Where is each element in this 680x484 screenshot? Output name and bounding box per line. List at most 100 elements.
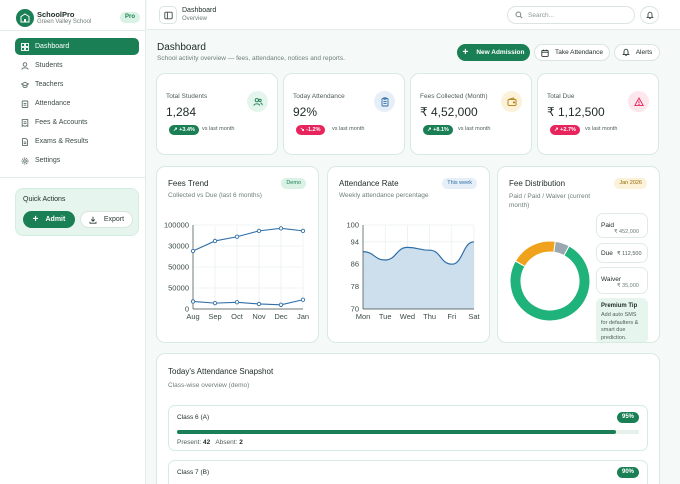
present-label: Present:: [177, 439, 202, 446]
plan-badge: Pro: [120, 12, 141, 23]
stat-card-total-due[interactable]: Total Due ₹ 1,12,500 ↗ +2.7% vs last mon…: [537, 73, 659, 155]
x-tick-label: Nov: [252, 312, 266, 321]
sidebar-item-teachers[interactable]: Teachers: [15, 76, 139, 93]
breadcrumb-subtitle: Overview: [182, 16, 208, 22]
change-value: +2.7%: [560, 127, 576, 133]
alerts-button[interactable]: Alerts: [614, 44, 660, 61]
x-tick-label: Tue: [379, 312, 392, 321]
x-tick-label: Oct: [231, 312, 244, 321]
change-value: +3.4%: [179, 127, 195, 133]
admit-button[interactable]: + Admit: [23, 211, 75, 228]
stat-card-total-students[interactable]: Total Students 1,284 ↗ +3.4% vs last mon…: [156, 73, 278, 155]
alert-triangle-icon: [628, 91, 649, 112]
change-badge: ↘ -1.2%: [296, 125, 325, 135]
user-icon: [21, 61, 29, 70]
series-line: [362, 241, 475, 265]
x-tick-label: Thu: [423, 312, 436, 321]
brand[interactable]: SchoolPro Green Valley School Pro: [16, 9, 141, 31]
fee-distribution-donut: [509, 240, 591, 322]
sidebar-item-dashboard[interactable]: Dashboard: [15, 38, 139, 55]
stat-label: Total Due: [547, 93, 575, 100]
demo-badge: Demo: [281, 178, 306, 189]
data-point: [300, 228, 306, 234]
legend-item-paid: Paid ₹ 452,000: [596, 213, 648, 238]
change-caption: vs last month: [585, 126, 618, 132]
sidebar-item-attendance[interactable]: Attendance: [15, 95, 139, 112]
data-point: [278, 226, 284, 231]
stat-value: 92%: [293, 105, 318, 119]
sidebar-item-fees[interactable]: Fees & Accounts: [15, 114, 139, 131]
sidebar-item-label: Fees & Accounts: [35, 119, 88, 126]
change-value: +8.1%: [433, 127, 449, 133]
export-button[interactable]: Export: [80, 211, 133, 228]
plus-icon: +: [32, 213, 39, 225]
fee-distribution-card: Fee Distribution Paid / Paid / Waiver (c…: [497, 166, 660, 343]
topbar: Dashboard Overview Search...: [147, 0, 680, 30]
y-tick-label: 78: [351, 282, 359, 291]
data-point: [190, 299, 196, 304]
y-tick-label: 100000: [164, 221, 189, 230]
notifications-button[interactable]: [640, 6, 659, 24]
sidebar: SchoolPro Green Valley School Pro Dashbo…: [0, 0, 146, 484]
change-caption: vs last month: [332, 126, 365, 132]
y-tick-label: 94: [351, 237, 359, 246]
search-placeholder: Search...: [528, 11, 555, 19]
class-row[interactable]: Class 6 (A) 95% Present: 42 Absent: 2: [168, 405, 648, 451]
arrow-down-icon: ↘: [300, 127, 307, 133]
legend-item-due: Due ₹ 112,500: [596, 243, 648, 263]
wallet-icon: [501, 91, 522, 112]
document-icon: [22, 137, 28, 146]
fees-trend-chart: 0 50000 50000 30000 100000 Aug Sep Oct Nov Dec Jan: [164, 221, 309, 322]
x-tick-label: Aug: [186, 312, 199, 321]
sidebar-item-label: Exams & Results: [35, 138, 89, 145]
receipt-icon: [21, 118, 29, 127]
card-subtitle: Collected vs Due (last 6 months): [168, 192, 262, 199]
breadcrumb-title: Dashboard: [182, 7, 217, 14]
card-title: Today's Attendance Snapshot: [168, 367, 274, 376]
sidebar-item-exams[interactable]: Exams & Results: [15, 133, 139, 150]
legend-label: Paid: [601, 222, 615, 229]
x-tick-label: Dec: [274, 312, 288, 321]
legend-value: ₹ 452,000: [614, 229, 639, 235]
data-point: [256, 301, 262, 307]
y-tick-label: 50000: [168, 284, 189, 293]
graduation-cap-icon: [21, 81, 29, 88]
divider: [0, 30, 146, 31]
stat-card-fees-collected[interactable]: Fees Collected (Month) ₹ 4,52,000 ↗ +8.1…: [410, 73, 532, 155]
sidebar-item-label: Settings: [35, 157, 61, 164]
data-point: [212, 238, 218, 244]
sidebar-item-settings[interactable]: Settings: [15, 152, 139, 169]
download-icon: [89, 216, 97, 224]
sidebar-toggle-button[interactable]: [159, 6, 177, 24]
clipboard-icon: [374, 91, 395, 112]
card-subtitle: Paid / Paid / Waiver (current month): [509, 193, 591, 210]
week-badge: This week: [442, 178, 477, 189]
new-admission-button[interactable]: + New Admission: [457, 44, 530, 61]
change-caption: vs last month: [458, 126, 491, 132]
class-name: Class 6 (A): [177, 414, 210, 421]
card-subtitle: Weekly attendance percentage: [339, 192, 429, 199]
change-badge: ↗ +2.7%: [550, 125, 580, 135]
data-point: [212, 300, 218, 306]
stat-label: Total Students: [166, 93, 208, 100]
take-attendance-button[interactable]: Take Attendance: [534, 44, 610, 61]
brand-name: SchoolPro: [37, 10, 75, 19]
tip-body: Add auto SMS for defaulters & smart due …: [601, 312, 639, 342]
attendance-rate-card: Attendance Rate Weekly attendance percen…: [327, 166, 490, 343]
stat-card-today-attendance[interactable]: Today Attendance 92% ↘ -1.2% vs last mon…: [283, 73, 405, 155]
stat-value: ₹ 4,52,000: [420, 105, 478, 119]
search-icon: [515, 11, 523, 19]
data-point: [278, 302, 284, 307]
attendance-snapshot-card: Today's Attendance Snapshot Class-wise o…: [156, 353, 660, 484]
arrow-up-icon: ↗: [173, 127, 180, 133]
tip-title: Premium Tip: [601, 303, 638, 309]
change-badge: ↗ +8.1%: [423, 125, 453, 135]
y-tick-label: 30000: [168, 242, 189, 251]
search-input[interactable]: Search...: [507, 6, 635, 24]
sidebar-item-students[interactable]: Students: [15, 57, 139, 74]
card-title: Fee Distribution: [509, 179, 566, 188]
y-tick-label: 50000: [168, 263, 189, 272]
class-row[interactable]: Class 7 (B) 90%: [168, 460, 648, 484]
card-subtitle: Class-wise overview (demo): [168, 382, 250, 389]
quick-actions-title: Quick Actions: [23, 196, 66, 203]
